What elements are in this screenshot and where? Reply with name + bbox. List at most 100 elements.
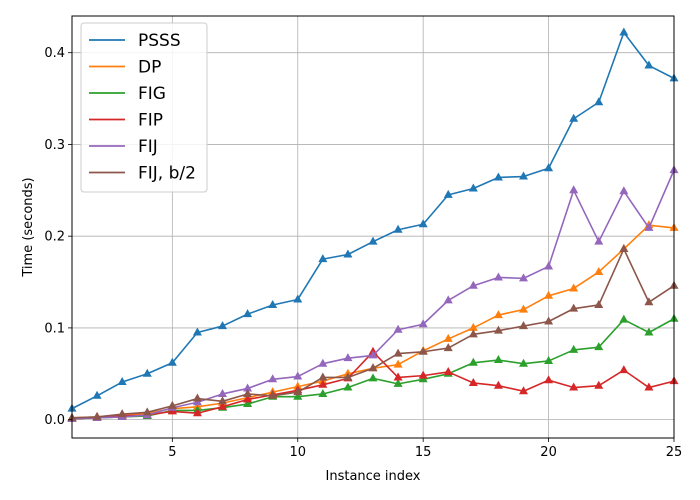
data-point xyxy=(619,365,629,374)
legend-entry: FIJ xyxy=(138,137,158,157)
legend-entry: PSSS xyxy=(138,31,181,51)
data-point xyxy=(243,394,253,403)
data-point xyxy=(318,372,328,381)
data-point xyxy=(468,329,478,338)
data-point xyxy=(519,321,528,330)
data-point xyxy=(218,401,227,410)
data-point xyxy=(594,236,604,245)
data-point xyxy=(243,383,253,392)
data-point xyxy=(619,27,629,36)
data-point xyxy=(569,382,579,391)
data-point xyxy=(142,368,152,377)
data-point xyxy=(393,378,403,387)
data-point xyxy=(493,172,503,181)
data-point xyxy=(393,224,403,233)
data-point xyxy=(418,346,428,355)
data-point xyxy=(92,411,102,420)
data-point xyxy=(468,183,478,192)
data-point xyxy=(519,386,528,395)
data-point xyxy=(594,342,604,351)
data-point xyxy=(594,380,604,389)
data-point xyxy=(493,325,503,334)
data-point xyxy=(293,387,303,396)
data-point xyxy=(192,327,202,336)
data-point xyxy=(569,185,579,194)
legend-entry: FIJ, b/2 xyxy=(138,164,196,184)
legend: PSSS DP FIG FIP FIJ FIJ, b/2 xyxy=(80,22,208,193)
data-point xyxy=(594,97,604,106)
x-tick-label: 15 xyxy=(415,445,432,460)
data-point xyxy=(544,163,554,172)
legend-box xyxy=(80,22,208,193)
data-point xyxy=(594,299,604,308)
data-point xyxy=(142,407,152,416)
axis-ticks: 5 10 15 20 25 0.0 0.1 0.2 0.3 0.4 xyxy=(44,46,682,460)
data-point xyxy=(544,355,554,364)
series-dp xyxy=(67,220,679,421)
legend-entry: FIG xyxy=(138,84,166,104)
data-point xyxy=(493,380,503,389)
data-point xyxy=(343,353,353,362)
data-point xyxy=(493,272,503,281)
data-point xyxy=(569,113,579,122)
data-point xyxy=(318,358,328,367)
legend-entry: FIP xyxy=(138,111,163,131)
data-point xyxy=(569,303,579,312)
data-point xyxy=(443,333,453,342)
data-point xyxy=(218,321,227,330)
data-point xyxy=(368,363,378,372)
data-point xyxy=(544,316,554,325)
data-point xyxy=(519,171,528,180)
data-point xyxy=(443,366,453,375)
data-point xyxy=(368,350,378,359)
data-point xyxy=(493,355,503,364)
data-point xyxy=(644,222,654,231)
plot-frame xyxy=(71,15,675,439)
series-line xyxy=(71,224,675,419)
data-point xyxy=(393,348,403,357)
series-group xyxy=(67,27,679,422)
y-tick-label: 0.0 xyxy=(44,413,65,428)
data-point xyxy=(619,244,629,253)
data-point xyxy=(443,343,453,352)
data-point xyxy=(468,357,478,366)
data-point xyxy=(192,393,202,402)
data-point xyxy=(343,382,353,391)
data-point xyxy=(268,299,278,308)
data-point xyxy=(569,344,579,353)
y-axis-title: Time (seconds) xyxy=(21,177,36,277)
data-point xyxy=(519,304,528,313)
data-point xyxy=(243,399,253,408)
data-point xyxy=(218,396,227,405)
data-point xyxy=(243,388,253,397)
data-point xyxy=(318,379,328,388)
data-point xyxy=(569,283,579,292)
legend-entry: DP xyxy=(138,58,161,78)
data-point xyxy=(619,186,629,195)
data-point xyxy=(117,409,127,418)
series-line xyxy=(71,248,675,419)
data-point xyxy=(544,290,554,299)
x-tick-label: 5 xyxy=(168,445,176,460)
data-point xyxy=(293,371,303,380)
x-tick-label: 10 xyxy=(289,445,306,460)
series-line xyxy=(71,169,675,420)
data-point xyxy=(493,310,503,319)
x-tick-label: 25 xyxy=(666,445,683,460)
data-point xyxy=(418,319,428,328)
data-point xyxy=(594,266,604,275)
x-tick-label: 20 xyxy=(540,445,557,460)
data-point xyxy=(268,374,278,383)
data-point xyxy=(268,390,278,399)
data-point xyxy=(343,249,353,258)
y-tick-label: 0.3 xyxy=(44,138,65,153)
data-point xyxy=(443,189,453,198)
data-point xyxy=(293,391,303,400)
y-tick-label: 0.4 xyxy=(44,46,65,61)
data-point xyxy=(468,280,478,289)
y-tick-label: 0.2 xyxy=(44,230,65,245)
data-point xyxy=(243,309,253,318)
data-point xyxy=(167,357,177,366)
x-axis-title: Instance index xyxy=(326,469,421,484)
